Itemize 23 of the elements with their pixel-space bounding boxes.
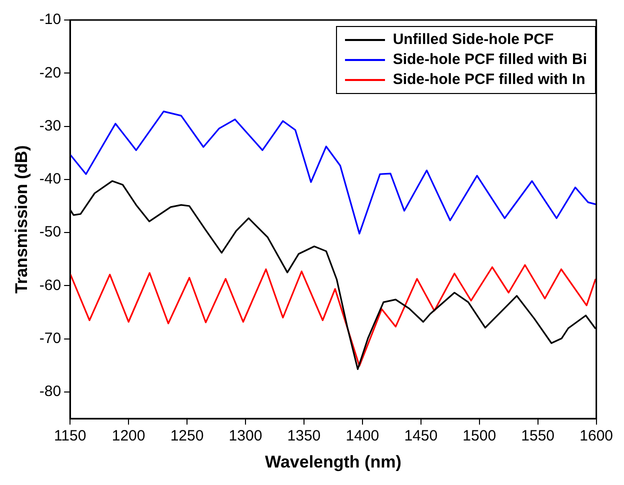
y-tick-label: -60: [39, 276, 62, 294]
x-axis-title: Wavelength (nm): [265, 452, 402, 472]
legend-label: Side-hole PCF filled with Bi: [392, 50, 587, 70]
y-tick-label: -10: [39, 11, 62, 28]
x-tick-label: 1400: [346, 428, 380, 445]
y-tick-label: -50: [39, 224, 62, 241]
y-tick-label: -70: [39, 330, 62, 348]
x-tick-label: 1300: [228, 428, 262, 445]
x-tick-label: 1200: [112, 428, 146, 445]
legend-label: Unfilled Side-hole PCF: [392, 30, 554, 50]
y-tick-label: -80: [39, 383, 62, 400]
x-tick-label: 1550: [521, 428, 555, 445]
x-tick-label: 1350: [287, 428, 321, 445]
y-tick-label: -20: [39, 64, 62, 82]
x-tick-label: 1500: [462, 428, 496, 445]
y-tick-label: -30: [39, 117, 62, 134]
x-tick-label: 1250: [170, 428, 204, 445]
y-tick-label: -40: [39, 170, 62, 188]
y-axis-title: Transmission (dB): [12, 145, 31, 294]
legend-label: Side-hole PCF filled with In: [392, 70, 586, 90]
x-tick-label: 1150: [54, 428, 86, 445]
x-tick-label: 1600: [580, 428, 614, 445]
x-tick-label: 1450: [404, 428, 438, 445]
